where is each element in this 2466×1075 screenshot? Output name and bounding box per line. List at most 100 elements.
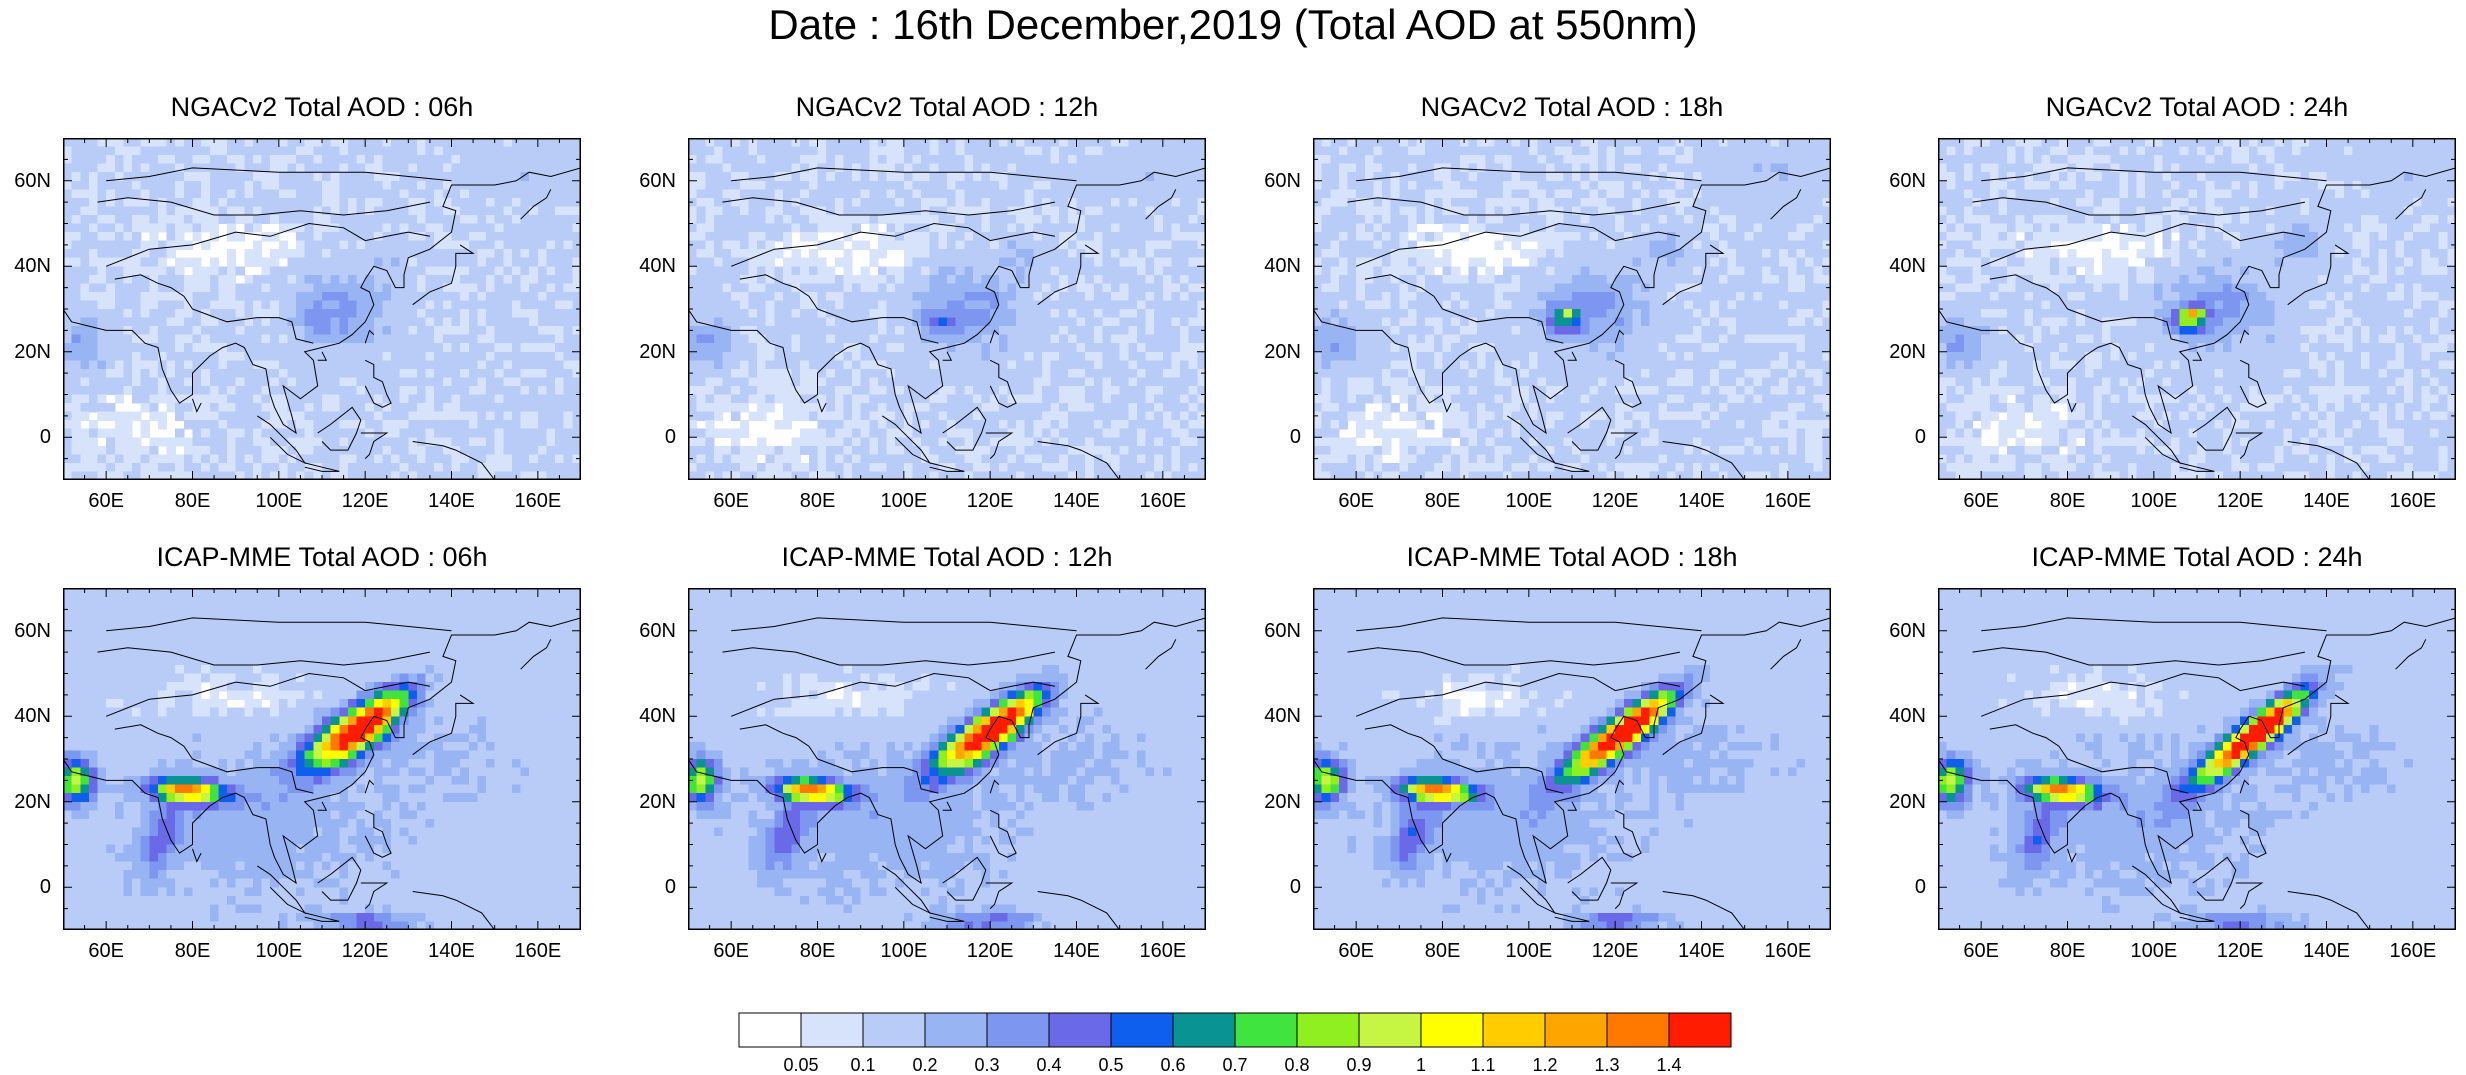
colorbar-tick-label: 0.4	[1036, 1055, 1061, 1075]
lat-tick-label: 40N	[1255, 255, 1301, 277]
lon-tick-label: 60E	[1951, 490, 2011, 512]
colorbar-tick-label: 1.4	[1656, 1055, 1681, 1075]
lon-tick-label: 140E	[422, 940, 482, 962]
aod-field	[63, 138, 581, 480]
icap-aod-map	[63, 588, 581, 930]
colorbar-swatch	[739, 1013, 801, 1047]
lat-tick-label: 0	[5, 876, 51, 898]
colorbar-swatch	[925, 1013, 987, 1047]
colorbar-tick-label: 1	[1416, 1055, 1426, 1075]
colorbar-swatch	[863, 1013, 925, 1047]
lon-tick-label: 100E	[874, 940, 934, 962]
colorbar-swatch	[1173, 1013, 1235, 1047]
lon-tick-label: 100E	[2124, 490, 2184, 512]
lat-tick-label: 20N	[1255, 791, 1301, 813]
lon-tick-label: 120E	[335, 490, 395, 512]
colorbar-swatch	[1607, 1013, 1669, 1047]
lon-tick-label: 60E	[1326, 490, 1386, 512]
lat-tick-label: 20N	[1255, 341, 1301, 363]
aod-field	[1938, 588, 2456, 930]
colorbar-swatch	[987, 1013, 1049, 1047]
panel-title: NGACv2 Total AOD : 12h	[627, 92, 1267, 122]
lon-tick-label: 120E	[960, 940, 1020, 962]
lon-tick-label: 140E	[1047, 490, 1107, 512]
panel-title: NGACv2 Total AOD : 24h	[1877, 92, 2466, 122]
lat-tick-label: 60N	[1255, 170, 1301, 192]
lat-tick-label: 40N	[1880, 255, 1926, 277]
lon-tick-label: 160E	[2383, 490, 2443, 512]
lat-tick-label: 40N	[630, 255, 676, 277]
lat-tick-label: 0	[1880, 876, 1926, 898]
lon-tick-label: 80E	[163, 490, 223, 512]
lat-tick-label: 60N	[1880, 620, 1926, 642]
lon-tick-label: 120E	[1585, 490, 1645, 512]
lat-tick-label: 0	[630, 426, 676, 448]
lat-tick-label: 60N	[1880, 170, 1926, 192]
lon-tick-label: 160E	[1133, 940, 1193, 962]
panel-title: NGACv2 Total AOD : 06h	[2, 92, 642, 122]
lat-tick-label: 20N	[1880, 341, 1926, 363]
lon-tick-label: 160E	[1133, 490, 1193, 512]
lon-tick-label: 80E	[2038, 940, 2098, 962]
lon-tick-label: 80E	[163, 940, 223, 962]
colorbar-tick-label: 1.1	[1470, 1055, 1495, 1075]
lon-tick-label: 100E	[1499, 490, 1559, 512]
lat-tick-label: 60N	[630, 170, 676, 192]
panel-title: ICAP-MME Total AOD : 06h	[2, 542, 642, 572]
lat-tick-label: 40N	[1255, 705, 1301, 727]
icap-aod-map	[1313, 588, 1831, 930]
lat-tick-label: 20N	[630, 341, 676, 363]
lon-tick-label: 140E	[2297, 940, 2357, 962]
colorbar-swatch	[1421, 1013, 1483, 1047]
lat-tick-label: 20N	[5, 791, 51, 813]
colorbar-swatch	[801, 1013, 863, 1047]
lon-tick-label: 80E	[788, 490, 848, 512]
colorbar-tick-label: 0.9	[1346, 1055, 1371, 1075]
lon-tick-label: 140E	[2297, 490, 2357, 512]
colorbar-tick-label: 0.2	[912, 1055, 937, 1075]
colorbar-swatch	[1545, 1013, 1607, 1047]
aod-field	[1313, 138, 1831, 480]
aod-field	[1313, 588, 1831, 930]
lon-tick-label: 160E	[1758, 490, 1818, 512]
colorbar-boxes	[738, 1012, 1732, 1048]
colorbar-tick-label: 1.3	[1594, 1055, 1619, 1075]
colorbar-tick-label: 0.05	[783, 1055, 818, 1075]
lon-tick-label: 60E	[76, 490, 136, 512]
lat-tick-label: 60N	[5, 170, 51, 192]
lat-tick-label: 0	[5, 426, 51, 448]
lon-tick-label: 80E	[2038, 490, 2098, 512]
lon-tick-label: 140E	[422, 490, 482, 512]
colorbar-tick-label: 1.2	[1532, 1055, 1557, 1075]
lon-tick-label: 60E	[701, 490, 761, 512]
lon-tick-label: 60E	[1951, 940, 2011, 962]
lon-tick-label: 160E	[2383, 940, 2443, 962]
lon-tick-label: 120E	[960, 490, 1020, 512]
panel-title: ICAP-MME Total AOD : 12h	[627, 542, 1267, 572]
lon-tick-label: 160E	[1758, 940, 1818, 962]
lon-tick-label: 120E	[1585, 940, 1645, 962]
lat-tick-label: 20N	[5, 341, 51, 363]
lon-tick-label: 100E	[1499, 940, 1559, 962]
lon-tick-label: 160E	[508, 490, 568, 512]
lat-tick-label: 0	[630, 876, 676, 898]
lat-tick-label: 40N	[5, 255, 51, 277]
ngac-aod-map	[1938, 138, 2456, 480]
lat-tick-label: 0	[1255, 876, 1301, 898]
lat-tick-label: 0	[1880, 426, 1926, 448]
lon-tick-label: 80E	[1413, 940, 1473, 962]
main-title: Date : 16th December,2019 (Total AOD at …	[0, 2, 2466, 48]
lon-tick-label: 140E	[1047, 940, 1107, 962]
colorbar-swatch	[1235, 1013, 1297, 1047]
lon-tick-label: 120E	[335, 940, 395, 962]
ngac-aod-map	[688, 138, 1206, 480]
lat-tick-label: 40N	[1880, 705, 1926, 727]
lon-tick-label: 100E	[2124, 940, 2184, 962]
lat-tick-label: 60N	[1255, 620, 1301, 642]
colorbar-swatch	[1049, 1013, 1111, 1047]
lon-tick-label: 60E	[701, 940, 761, 962]
lon-tick-label: 120E	[2210, 940, 2270, 962]
lon-tick-label: 60E	[76, 940, 136, 962]
colorbar-tick-label: 0.5	[1098, 1055, 1123, 1075]
aod-field	[63, 588, 581, 930]
